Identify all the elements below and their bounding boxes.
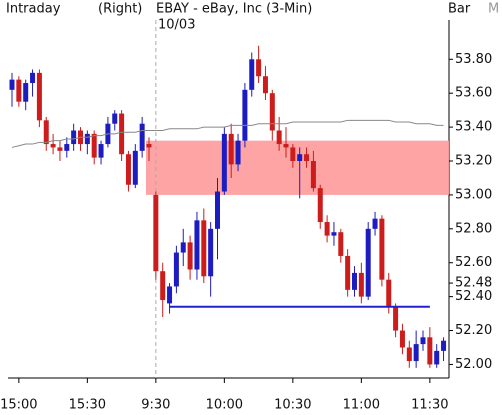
y-tick-label: 52.80	[455, 221, 492, 236]
candle-body	[310, 161, 316, 189]
candle-body	[365, 228, 371, 297]
candle-body	[399, 330, 405, 348]
x-tick-label: 15:30	[69, 398, 106, 413]
candle-body	[91, 133, 97, 158]
candle-body	[167, 286, 173, 304]
x-tick-label: 10:30	[274, 398, 311, 413]
candle-body	[256, 59, 262, 77]
candle-body	[386, 279, 392, 307]
candle-body	[413, 344, 419, 362]
x-tick-label: 15:00	[0, 398, 37, 413]
candle-body	[57, 147, 63, 151]
candle-body	[393, 306, 399, 331]
candle-body	[434, 350, 440, 365]
candle-body	[420, 337, 426, 345]
candle-body	[358, 272, 364, 297]
candle-body	[427, 337, 433, 365]
candle-body	[132, 150, 138, 185]
style-button[interactable]: Bar	[448, 2, 471, 17]
candle-body	[345, 255, 351, 290]
candle-body	[324, 222, 330, 236]
candle-body	[249, 59, 255, 90]
y-tick-label: 53.80	[455, 52, 492, 67]
candle-body	[331, 232, 337, 236]
candle-body	[16, 79, 22, 102]
candle-body	[50, 144, 56, 148]
candle-body	[139, 123, 145, 151]
candle-body	[208, 228, 214, 277]
candle-body	[235, 140, 241, 165]
candle-body	[317, 188, 323, 223]
candle-body	[441, 340, 447, 351]
candle-body	[125, 154, 131, 185]
candle-body	[379, 218, 385, 280]
y-tick-label: 52.40	[455, 289, 492, 304]
candle-body	[71, 130, 77, 145]
x-tick-label: 10:00	[206, 398, 243, 413]
candle-body	[160, 271, 166, 301]
candle-body	[112, 113, 118, 124]
chart-title: EBAY - eBay, Inc (3-Min)	[156, 2, 312, 17]
candle-body	[98, 144, 104, 158]
candle-body	[262, 76, 268, 94]
candle-body	[187, 242, 193, 270]
moving-average	[11, 119, 444, 148]
candle-body	[228, 133, 234, 165]
y-tick-label: 52.60	[455, 255, 492, 270]
highlight-band	[146, 140, 449, 195]
candle-body	[338, 232, 344, 256]
y-tick-label: 52.20	[455, 323, 492, 338]
candle-body	[30, 72, 36, 84]
candle-body	[352, 272, 357, 290]
y-tick-label: 52.00	[455, 357, 492, 372]
x-tick-label: 9:30	[141, 398, 170, 413]
candle-body	[406, 347, 412, 362]
candle-body	[221, 133, 227, 192]
candle-body	[283, 144, 289, 148]
candle-body	[304, 154, 310, 162]
y-tick-label: 53.40	[455, 120, 492, 135]
menu-button[interactable]: M	[488, 2, 499, 17]
side: (Right)	[98, 2, 142, 17]
candle-body	[372, 218, 378, 229]
y-tick-label: 53.20	[455, 154, 492, 169]
candle-body	[242, 89, 248, 141]
candle-body	[64, 144, 70, 151]
candle-body	[201, 220, 207, 277]
chart-mode: Intraday	[6, 2, 61, 17]
candle-body	[84, 133, 90, 145]
candle-body	[215, 191, 220, 229]
candle-body	[297, 154, 303, 162]
x-tick-label: 11:00	[343, 398, 380, 413]
candle-body	[276, 130, 282, 145]
x-tick-label: 11:30	[411, 398, 448, 413]
candle-body	[269, 93, 275, 131]
y-tick-label: 53.60	[455, 86, 492, 101]
y-tick-label: 53.00	[455, 187, 492, 202]
candle-body	[180, 242, 186, 253]
candle-body	[43, 120, 49, 145]
candle-body	[146, 144, 152, 148]
candle-body	[153, 194, 159, 272]
candle-body	[290, 147, 296, 162]
date-label: 10/03	[158, 18, 195, 33]
candle-body	[23, 83, 29, 102]
candle-body	[173, 252, 179, 287]
y-tick-label: 52.48	[455, 276, 492, 291]
candle-body	[36, 72, 42, 121]
candle-body	[119, 113, 125, 155]
candle-body	[194, 220, 200, 270]
candle-body	[9, 79, 15, 90]
